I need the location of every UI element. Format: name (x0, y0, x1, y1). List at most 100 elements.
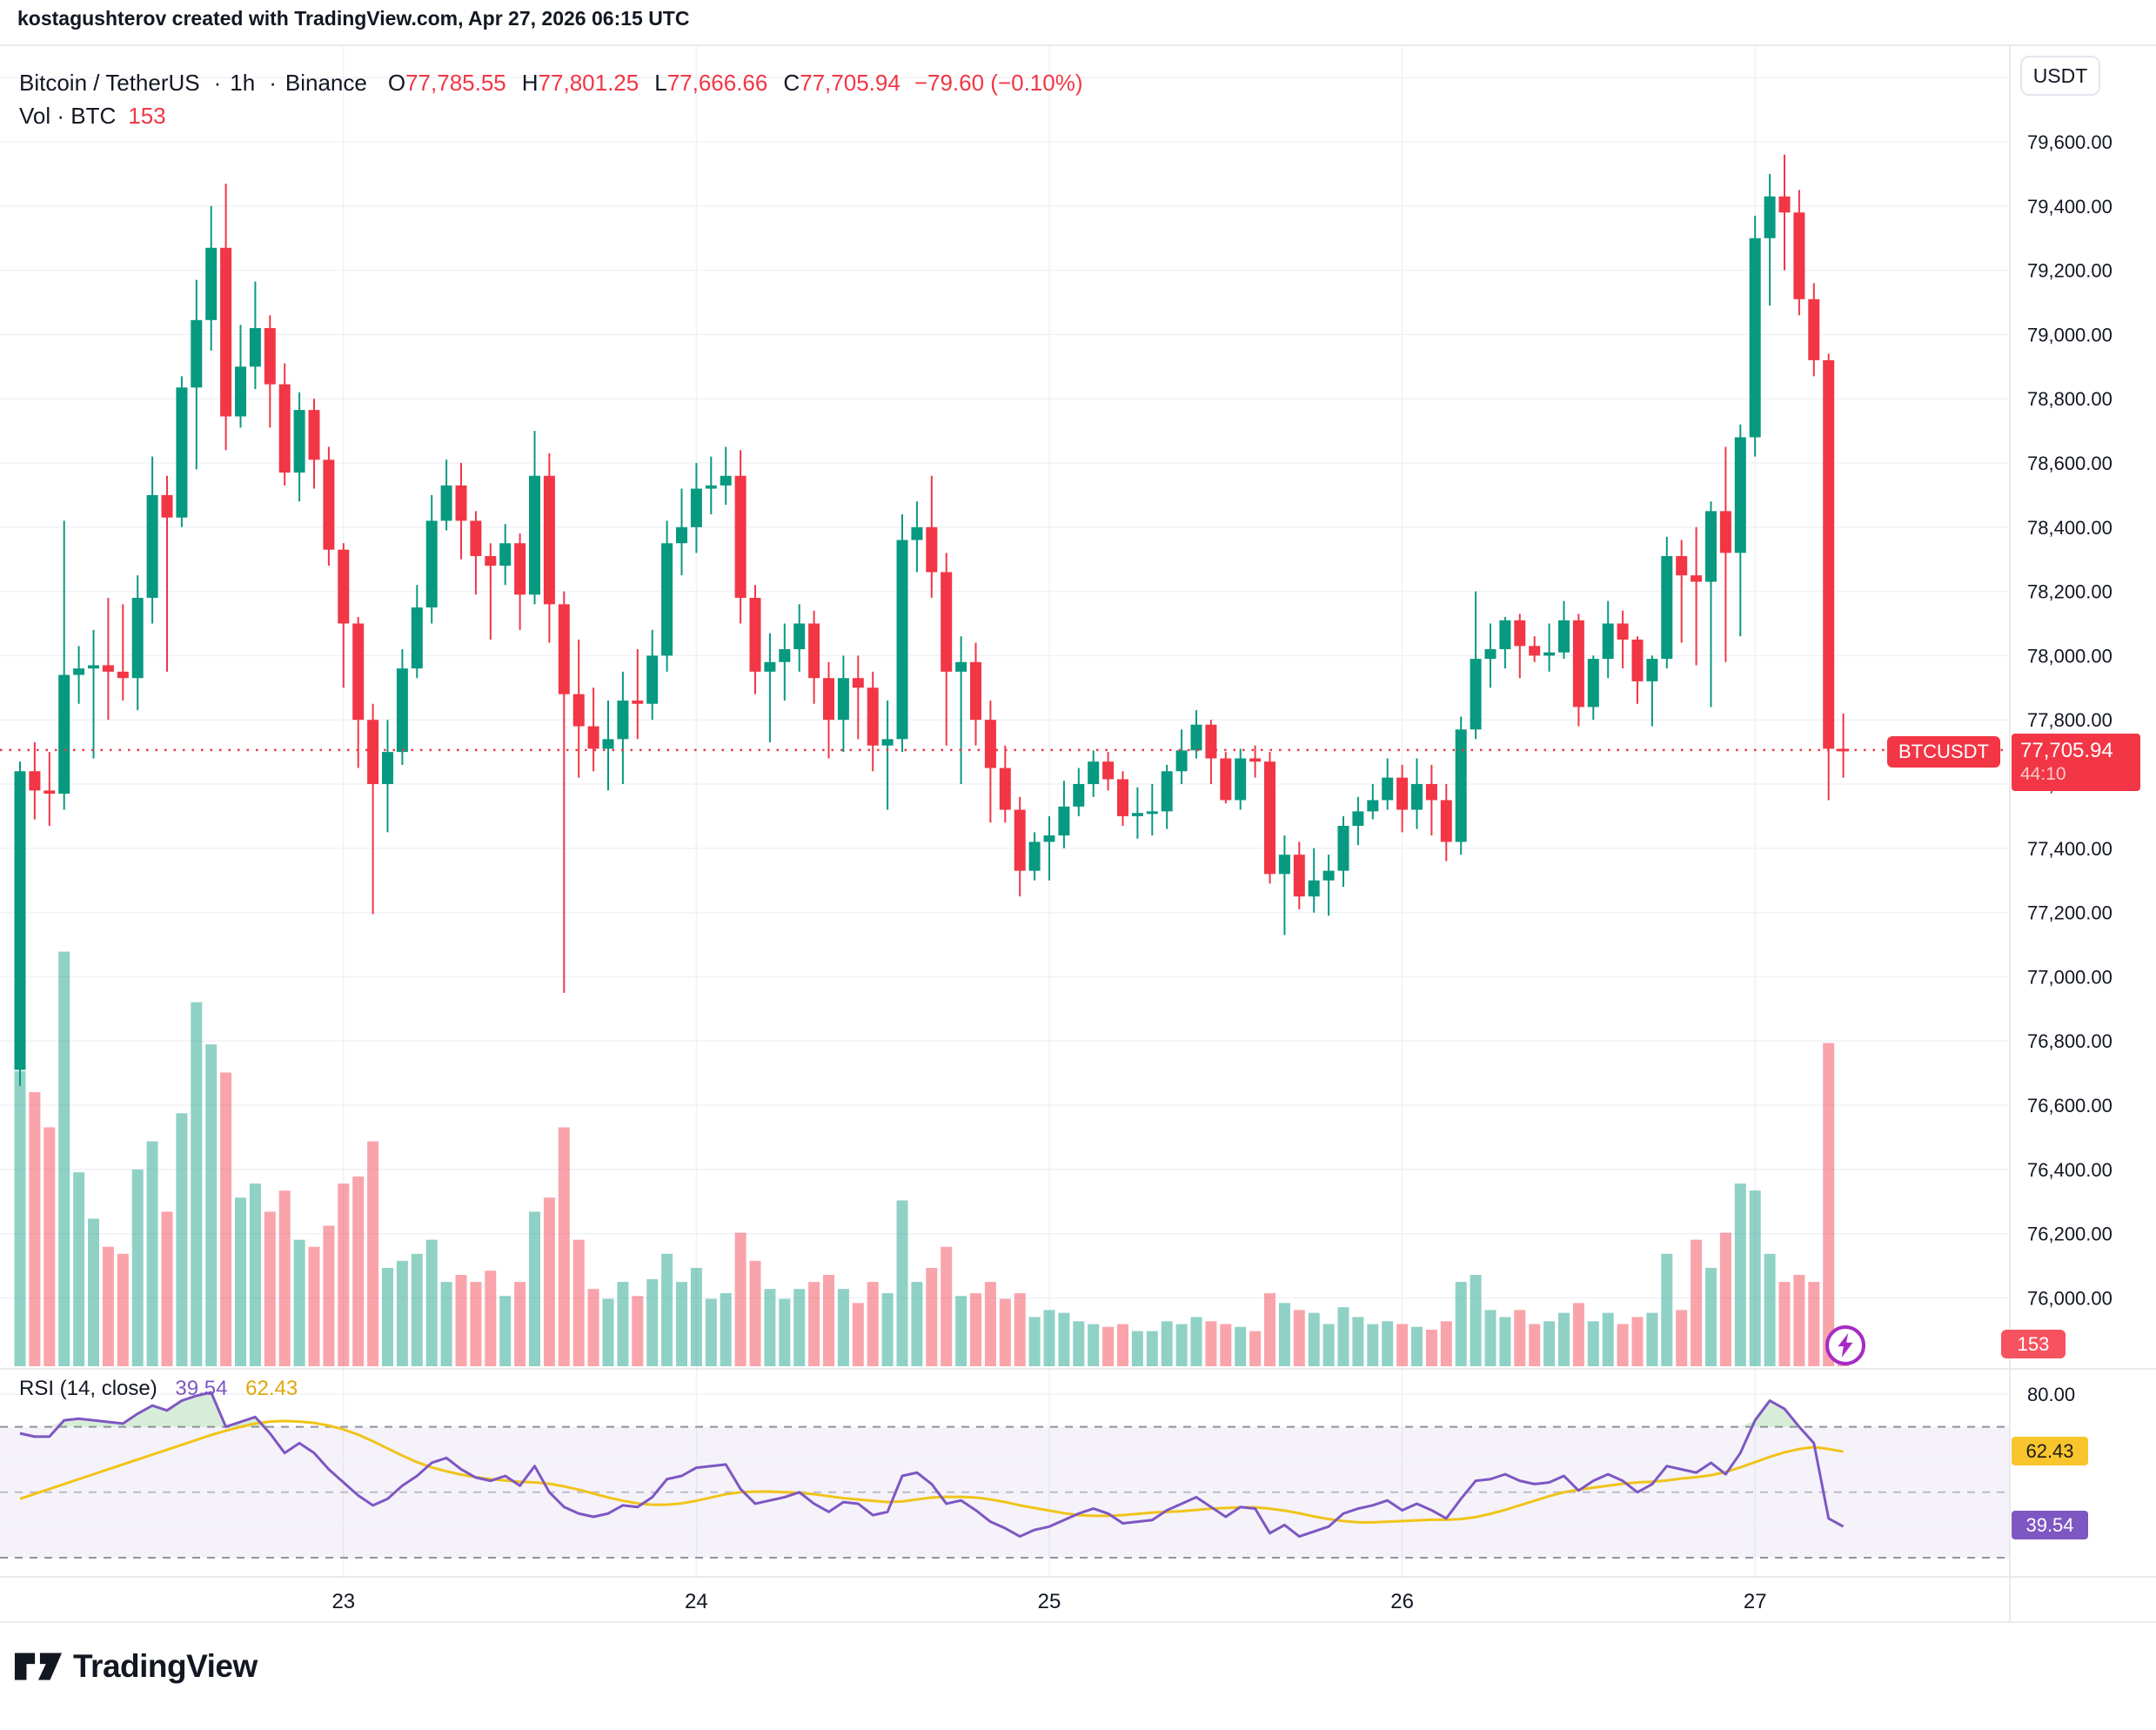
price-axis-label: 77,800.00 (2027, 709, 2112, 731)
volume-bar (1558, 1312, 1570, 1366)
volume-bar (205, 1044, 218, 1366)
volume-bar (485, 1271, 497, 1366)
candle-body (1058, 806, 1070, 836)
lightning-icon (1838, 1333, 1853, 1358)
candle-body (661, 543, 673, 656)
volume-bar (646, 1278, 659, 1366)
candle-body (1161, 771, 1173, 812)
price-axis-label: 78,400.00 (2027, 517, 2112, 539)
price-axis-label: 76,600.00 (2027, 1095, 2112, 1116)
volume-bar (88, 1218, 99, 1366)
separator: · (213, 70, 222, 96)
candle-body (1823, 359, 1835, 749)
candle-body (1734, 437, 1746, 553)
price-axis-label: 79,600.00 (2027, 131, 2112, 153)
candle-body (58, 674, 70, 795)
volume-bar (705, 1298, 717, 1366)
last-price-label: 77,705.94 44:10 (2012, 734, 2140, 791)
volume-bar (1322, 1324, 1335, 1366)
close-value: 77,705.94 (800, 70, 901, 96)
rsi-ma-axis-badge: 62.43 (2012, 1437, 2088, 1465)
volume-bar (1131, 1331, 1143, 1366)
volume-bar (793, 1289, 806, 1366)
candle-body (161, 494, 173, 518)
candle-body (1749, 238, 1761, 438)
candle-body (734, 475, 747, 598)
volume-bar (1367, 1324, 1379, 1366)
volume-bar (1220, 1324, 1232, 1366)
candle-body (764, 661, 776, 672)
candle-body (470, 520, 482, 557)
candle-body (955, 661, 968, 672)
volume-bar (1102, 1326, 1115, 1366)
candle-body (352, 623, 365, 721)
time-axis[interactable]: 23 24 25 26 27 (331, 1590, 1766, 1613)
candle-body (440, 485, 452, 521)
candle-body (308, 410, 320, 460)
volume-bar (1631, 1317, 1644, 1366)
candle-body (485, 556, 497, 567)
candle-body (1719, 511, 1731, 553)
candle-body (117, 671, 129, 679)
candle-body (323, 459, 335, 550)
price-axis-label: 76,800.00 (2027, 1030, 2112, 1052)
volume-bar (176, 1113, 188, 1366)
price-axis[interactable]: 79,600.00 79,400.00 79,200.00 79,000.00 78,8… (2027, 131, 2112, 1405)
candle-body (1440, 800, 1452, 842)
volume-bar (1396, 1324, 1409, 1366)
price-axis-label: 78,000.00 (2027, 645, 2112, 667)
candle-body (676, 526, 687, 544)
candle-body (205, 247, 218, 320)
volume-bar (1175, 1324, 1188, 1366)
candle-series (14, 154, 1850, 1086)
candle-body (1278, 855, 1290, 875)
candle-body (852, 678, 864, 688)
time-axis-label: 26 (1390, 1590, 1414, 1613)
high-value: 77,801.25 (538, 70, 639, 96)
volume-bar (1043, 1310, 1055, 1366)
symbol-legend: Bitcoin / TetherUS · 1h · Binance O77,785.55 H… (19, 70, 1083, 97)
volume-bar (617, 1282, 629, 1366)
volume-bar (970, 1293, 981, 1366)
rsi-title: RSI (14, close) (19, 1377, 157, 1400)
price-axis-label: 77,200.00 (2027, 902, 2112, 924)
rsi-legend: RSI (14, close) 39.54 62.43 (19, 1377, 298, 1401)
price-axis-label: 76,400.00 (2027, 1159, 2112, 1181)
candle-body (1514, 620, 1526, 647)
candle-body (1499, 620, 1511, 650)
volume-bar (235, 1197, 246, 1366)
currency-toggle-button[interactable]: USDT (2020, 56, 2100, 96)
tradingview-logo[interactable]: TradingView (14, 1648, 258, 1685)
volume-bar (382, 1267, 393, 1366)
volume-bar (1161, 1321, 1173, 1366)
volume-bar (338, 1184, 350, 1366)
volume-bar (779, 1298, 791, 1366)
candle-body (1396, 777, 1409, 810)
rsi-overbought-fill (0, 1392, 1844, 1427)
exchange-label: Binance (285, 70, 367, 96)
candle-body (1646, 659, 1658, 681)
candle-body (999, 768, 1011, 810)
candle-body (88, 665, 99, 669)
volume-bar (425, 1239, 438, 1366)
volume-bar (1823, 1043, 1835, 1366)
volume-bar (602, 1298, 614, 1366)
volume-bar (1014, 1293, 1026, 1366)
boost-button[interactable] (1825, 1325, 1865, 1365)
candle-body (808, 623, 820, 679)
candle-body (1367, 800, 1379, 812)
rsi-ma-line (19, 1419, 1844, 1524)
candle-body (837, 678, 849, 721)
volume-bar (1543, 1321, 1556, 1366)
volume-bar (1676, 1310, 1688, 1366)
candle-body (499, 543, 512, 567)
rsi-ma-value: 62.43 (245, 1377, 298, 1400)
candle-body (382, 752, 393, 784)
volume-bar (1249, 1331, 1262, 1366)
volume-bar (955, 1296, 968, 1366)
volume-bar (1499, 1317, 1511, 1366)
price-axis-label: 78,800.00 (2027, 388, 2112, 410)
volume-bar (293, 1239, 305, 1366)
volume-bar (1455, 1282, 1467, 1366)
